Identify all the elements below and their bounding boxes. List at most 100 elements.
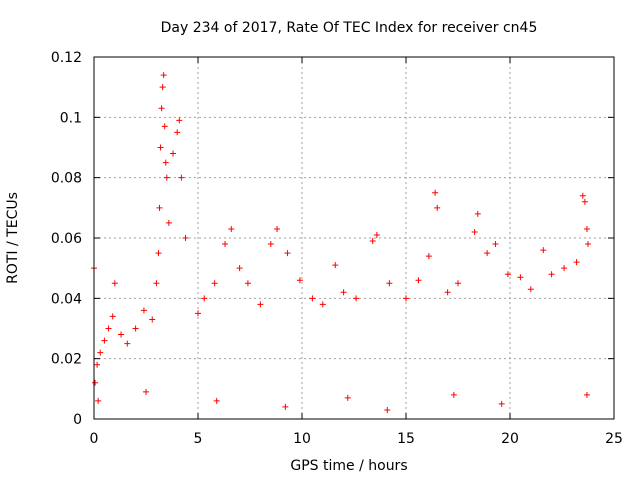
axis-ticks: 0 5 10 15 20 25 0 0.02 0.04 0.06 0.08 0.1 0.12 bbox=[51, 50, 623, 447]
data-point bbox=[471, 228, 478, 235]
y-tick-label: 0 bbox=[73, 412, 82, 428]
data-point bbox=[94, 361, 101, 368]
x-tick-label: 25 bbox=[605, 431, 623, 447]
data-point bbox=[450, 391, 457, 398]
data-point bbox=[178, 174, 185, 181]
data-point bbox=[92, 379, 99, 386]
data-point bbox=[444, 289, 451, 296]
data-point bbox=[561, 265, 568, 272]
data-point bbox=[160, 72, 167, 79]
data-point bbox=[182, 235, 189, 241]
data-point bbox=[498, 400, 505, 407]
data-point bbox=[159, 84, 166, 91]
data-point bbox=[201, 295, 208, 302]
x-tick-label: 20 bbox=[501, 431, 519, 447]
data-point bbox=[157, 144, 164, 151]
data-point bbox=[455, 280, 461, 287]
data-point bbox=[244, 280, 251, 287]
data-point bbox=[583, 391, 590, 398]
data-point bbox=[340, 289, 347, 296]
data-points bbox=[91, 72, 591, 413]
y-tick-label: 0.08 bbox=[51, 171, 82, 187]
data-point bbox=[369, 238, 376, 245]
data-point bbox=[415, 277, 422, 284]
data-point bbox=[124, 340, 131, 347]
grid-lines bbox=[94, 57, 614, 419]
data-point bbox=[373, 231, 380, 238]
data-point bbox=[228, 225, 235, 232]
data-point bbox=[149, 316, 156, 323]
data-point bbox=[109, 313, 116, 320]
data-point bbox=[527, 286, 534, 293]
y-tick-label: 0.06 bbox=[51, 231, 82, 247]
data-point bbox=[95, 397, 102, 404]
x-axis-label: GPS time / hours bbox=[290, 458, 407, 474]
data-point bbox=[170, 150, 177, 157]
data-point bbox=[143, 388, 149, 395]
data-point bbox=[267, 241, 274, 248]
data-point bbox=[434, 204, 441, 211]
x-tick-label: 0 bbox=[90, 431, 99, 447]
data-point bbox=[581, 198, 588, 205]
data-point bbox=[319, 301, 326, 308]
data-point bbox=[236, 265, 243, 272]
data-point bbox=[161, 123, 168, 130]
data-point bbox=[153, 280, 160, 287]
data-point bbox=[585, 241, 591, 248]
data-point bbox=[517, 274, 524, 281]
data-point bbox=[540, 247, 547, 254]
data-point bbox=[492, 241, 499, 248]
data-point bbox=[165, 219, 172, 226]
data-point bbox=[105, 325, 112, 332]
y-tick-label: 0.04 bbox=[51, 291, 82, 307]
data-point bbox=[579, 192, 586, 199]
data-point bbox=[162, 159, 169, 166]
data-point bbox=[101, 337, 108, 344]
data-point bbox=[111, 280, 118, 287]
data-point bbox=[156, 204, 163, 211]
data-point bbox=[484, 250, 491, 257]
data-point bbox=[474, 210, 481, 217]
chart-title: Day 234 of 2017, Rate Of TEC Index for r… bbox=[161, 20, 538, 36]
data-point bbox=[132, 325, 139, 332]
data-point bbox=[504, 271, 511, 278]
data-point bbox=[155, 250, 162, 257]
y-tick-label: 0.02 bbox=[51, 352, 82, 368]
data-point bbox=[274, 225, 281, 232]
data-point bbox=[163, 174, 170, 181]
data-point bbox=[211, 280, 218, 287]
data-point bbox=[384, 406, 391, 413]
data-point bbox=[296, 277, 303, 284]
data-point bbox=[386, 280, 393, 287]
data-point bbox=[353, 295, 360, 302]
data-point bbox=[344, 394, 351, 401]
data-point bbox=[309, 295, 316, 302]
data-point bbox=[548, 271, 555, 278]
data-point bbox=[403, 295, 409, 302]
x-tick-label: 15 bbox=[397, 431, 415, 447]
y-axis-label: ROTI / TECUs bbox=[5, 192, 21, 284]
x-tick-label: 10 bbox=[293, 431, 311, 447]
data-point bbox=[118, 331, 125, 338]
data-point bbox=[176, 117, 183, 124]
data-point bbox=[432, 189, 439, 196]
data-point bbox=[97, 349, 104, 356]
data-point bbox=[140, 307, 147, 314]
data-point bbox=[213, 397, 220, 404]
data-point bbox=[425, 253, 432, 260]
data-point bbox=[573, 259, 580, 266]
data-point bbox=[195, 310, 201, 317]
data-point bbox=[222, 241, 229, 248]
y-tick-label: 0.12 bbox=[51, 50, 82, 66]
data-point bbox=[158, 105, 165, 112]
data-point bbox=[174, 129, 181, 136]
data-point bbox=[282, 403, 289, 410]
x-tick-label: 5 bbox=[194, 431, 203, 447]
data-point bbox=[257, 301, 264, 308]
data-point bbox=[583, 225, 590, 232]
data-point bbox=[284, 250, 291, 257]
data-point bbox=[332, 262, 339, 269]
y-tick-label: 0.1 bbox=[60, 110, 82, 126]
plot-frame bbox=[93, 56, 615, 420]
